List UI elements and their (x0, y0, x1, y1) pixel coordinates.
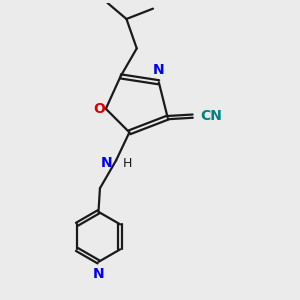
Text: O: O (93, 102, 105, 116)
Text: N: N (93, 267, 104, 281)
Text: N: N (153, 63, 165, 77)
Text: N: N (101, 156, 112, 170)
Text: CN: CN (200, 109, 222, 123)
Text: H: H (123, 157, 132, 170)
